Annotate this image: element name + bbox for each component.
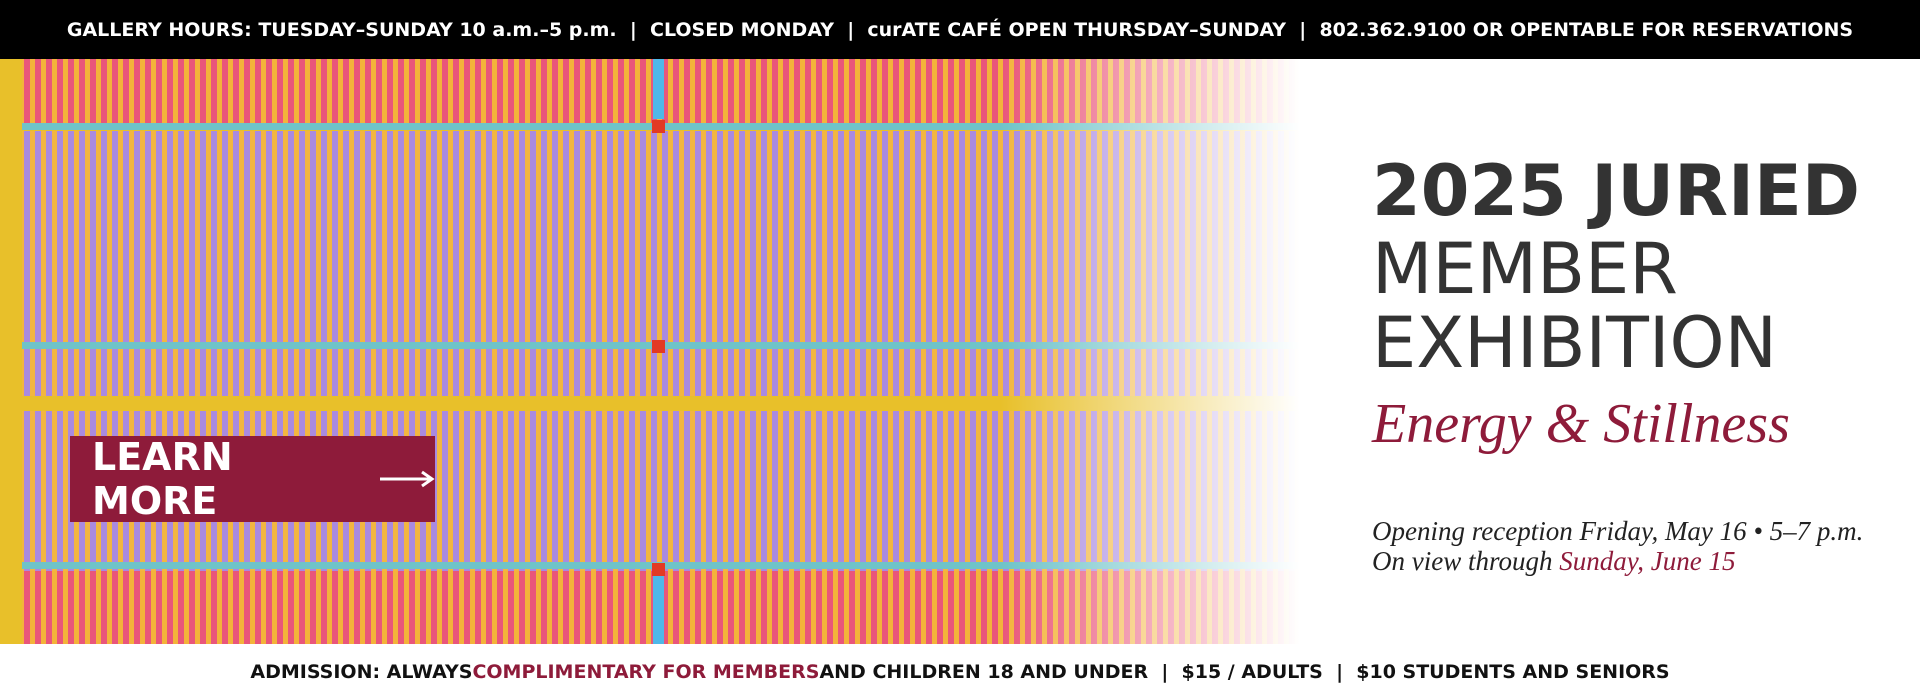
reception-info: Opening reception Friday, May 16 • 5–7 p… bbox=[1372, 516, 1864, 546]
on-view-date: Sunday, June 15 bbox=[1559, 546, 1736, 576]
title: EXHIBITION bbox=[1372, 302, 1777, 384]
hours-info: GALLERY HOURS: TUESDAY–SUNDAY 10 a.m.–5 … bbox=[66, 18, 1854, 41]
learn-more-button[interactable]: LEARN MORE bbox=[70, 435, 435, 523]
subtitle: Energy & Stillness bbox=[1372, 393, 1790, 455]
top-bar: GALLERY HOURS: TUESDAY–SUNDAY 10 a.m.–5 … bbox=[0, 0, 1920, 59]
admission-highlight: COMPLIMENTARY FOR MEMBERS bbox=[472, 661, 820, 683]
title: MEMBER bbox=[1372, 228, 1678, 310]
admission-prefix: ADMISSION: ALWAYS bbox=[250, 661, 473, 683]
hero-artwork bbox=[0, 59, 1920, 644]
on-view-info: On view through Sunday, June 15 bbox=[1372, 546, 1735, 577]
admission-bar: ADMISSION: ALWAYS COMPLIMENTARY FOR MEMB… bbox=[0, 644, 1920, 700]
title: 2025 JURIED bbox=[1372, 150, 1860, 232]
admission-suffix: AND CHILDREN 18 AND UNDER | $15 / ADULTS… bbox=[819, 661, 1670, 683]
arrow-icon bbox=[380, 470, 435, 488]
on-view-label: On view through bbox=[1372, 546, 1553, 576]
button-label: LEARN MORE bbox=[92, 435, 233, 523]
